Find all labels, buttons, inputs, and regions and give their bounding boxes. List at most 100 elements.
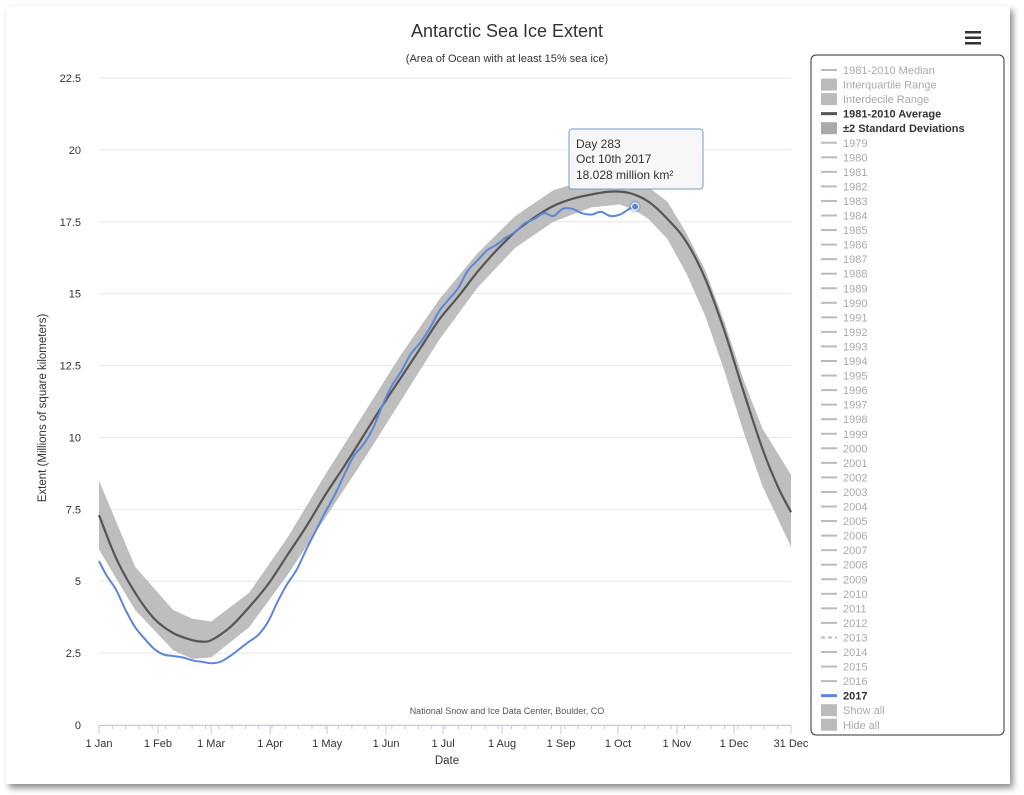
legend-item-label: 2008 xyxy=(843,560,867,572)
legend-item-label: 1979 xyxy=(843,138,867,150)
legend-item[interactable]: 1980 xyxy=(821,152,867,164)
x-tick-label: 1 Aug xyxy=(488,738,516,750)
legend-item[interactable]: 1993 xyxy=(821,341,867,353)
legend-item[interactable]: 1985 xyxy=(821,225,867,237)
x-tick-label: 1 Jan xyxy=(86,738,113,750)
legend-item[interactable]: 2010 xyxy=(821,589,867,601)
legend-item[interactable]: 1981-2010 Median xyxy=(821,65,935,77)
y-tick-label: 2.5 xyxy=(66,648,81,660)
legend-item[interactable]: 1990 xyxy=(821,298,867,310)
legend-item[interactable]: 1995 xyxy=(821,371,867,383)
hamburger-menu-icon[interactable] xyxy=(964,30,982,46)
legend-item[interactable]: 2008 xyxy=(821,560,867,572)
legend-item[interactable]: 2003 xyxy=(821,487,867,499)
legend-swatch-box xyxy=(821,718,837,731)
legend-item[interactable]: 1984 xyxy=(821,211,867,223)
legend-item[interactable]: 1999 xyxy=(821,429,867,441)
legend-item[interactable]: Hide all xyxy=(821,718,880,732)
legend-item[interactable]: 1986 xyxy=(821,240,867,252)
legend-item[interactable]: 2017 xyxy=(821,691,867,703)
legend-item[interactable]: 1988 xyxy=(821,269,867,281)
legend-item[interactable]: 2009 xyxy=(821,574,867,586)
y-tick-label: 20 xyxy=(69,145,81,157)
legend-item[interactable]: 2002 xyxy=(821,472,867,484)
average-line xyxy=(97,190,792,643)
legend-item[interactable]: 2004 xyxy=(821,502,867,514)
legend-item-label: 1991 xyxy=(843,312,867,324)
legend-item[interactable]: 1994 xyxy=(821,356,867,368)
legend-item-label: 1981 xyxy=(843,167,867,179)
legend-item-label: 2009 xyxy=(843,574,867,586)
x-tick-label: 1 Apr xyxy=(257,738,283,750)
legend-item[interactable]: 1991 xyxy=(821,312,867,324)
legend-item[interactable]: 2005 xyxy=(821,516,867,528)
legend-item[interactable]: 1998 xyxy=(821,414,867,426)
tooltip-line-1: Day 283 xyxy=(576,137,621,151)
legend-item[interactable]: ±2 Standard Deviations xyxy=(821,122,965,135)
legend-item-label: 1993 xyxy=(843,341,867,353)
x-tick-label: 1 Jun xyxy=(373,738,400,750)
legend-item[interactable]: 1996 xyxy=(821,385,867,397)
legend-item-label: 2006 xyxy=(843,531,867,543)
legend-item[interactable]: Interquartile Range xyxy=(821,78,937,92)
y-tick-label: 22.5 xyxy=(60,73,81,85)
legend-item-label: 1986 xyxy=(843,240,867,252)
legend-item-label: 1983 xyxy=(843,196,867,208)
legend-item[interactable]: 2012 xyxy=(821,618,867,630)
legend-item[interactable]: 2015 xyxy=(821,662,867,674)
legend-item-label: 1996 xyxy=(843,385,867,397)
legend-item-label: 1992 xyxy=(843,327,867,339)
legend-item-label: ±2 Standard Deviations xyxy=(843,123,965,135)
legend-swatch-box xyxy=(821,93,837,106)
legend-item-label: 2001 xyxy=(843,458,867,470)
legend-item-label: 1981-2010 Average xyxy=(843,109,941,121)
legend-item[interactable]: 1979 xyxy=(821,138,867,150)
x-tick-label: 1 Sep xyxy=(547,738,576,750)
plot-area xyxy=(97,178,792,665)
legend-item[interactable]: 1983 xyxy=(821,196,867,208)
legend-item[interactable]: 2014 xyxy=(821,647,867,659)
legend-item[interactable]: 1981 xyxy=(821,167,867,179)
legend-item[interactable]: 2013 xyxy=(821,632,867,644)
legend-item-label: 1985 xyxy=(843,225,867,237)
legend-item[interactable]: 1989 xyxy=(821,283,867,295)
chart-frame: Antarctic Sea Ice Extent (Area of Ocean … xyxy=(6,6,1010,784)
x-axis-title: Date xyxy=(435,755,459,767)
legend-item-label: 1990 xyxy=(843,298,867,310)
legend-item-label: 1984 xyxy=(843,211,867,223)
legend-item[interactable]: 2001 xyxy=(821,458,867,470)
legend-item[interactable]: 2011 xyxy=(821,603,867,615)
legend-item[interactable]: Interdecile Range xyxy=(821,93,929,106)
legend-item[interactable]: 2016 xyxy=(821,676,867,688)
tooltip-box xyxy=(568,128,704,190)
legend-item[interactable]: 1982 xyxy=(821,181,867,193)
legend-item-label: Hide all xyxy=(843,720,880,732)
legend-item[interactable]: 1981-2010 Average xyxy=(821,109,941,121)
legend-item-label: 1998 xyxy=(843,414,867,426)
y-tick-label: 7.5 xyxy=(66,504,81,516)
x-tick-label: 1 Dec xyxy=(720,738,749,750)
credit-text: National Snow and Ice Data Center, Bould… xyxy=(410,706,605,716)
hover-point[interactable] xyxy=(631,202,640,211)
chart-title: Antarctic Sea Ice Extent xyxy=(411,21,603,41)
legend-item[interactable]: 2006 xyxy=(821,531,867,543)
legend-item-label: 1989 xyxy=(843,283,867,295)
legend-item-label: 1982 xyxy=(843,181,867,193)
chart-svg: Antarctic Sea Ice Extent (Area of Ocean … xyxy=(37,21,1005,767)
legend-items: 1981-2010 Median Interquartile Range Inter… xyxy=(821,65,965,732)
legend-item[interactable]: 2007 xyxy=(821,545,867,557)
data-tooltip: Day 283 Oct 10th 2017 18.028 million km² xyxy=(568,128,704,190)
legend-item-label: 1997 xyxy=(843,400,867,412)
menu-bar-top xyxy=(965,31,981,34)
y-tick-label: 10 xyxy=(69,432,81,444)
legend-item[interactable]: Show all xyxy=(821,704,885,717)
legend-item[interactable]: 1997 xyxy=(821,400,867,412)
legend-item-label: 1994 xyxy=(843,356,867,368)
x-axis: 1 Jan 1 Feb 1 Mar 1 Apr 1 May 1 Jun 1 Jul 1 Aug… xyxy=(86,725,809,750)
legend-item[interactable]: 1987 xyxy=(821,254,867,266)
legend-item-label: 2007 xyxy=(843,545,867,557)
x-tick-label: 1 Nov xyxy=(663,738,692,750)
legend-item[interactable]: 2000 xyxy=(821,443,867,455)
legend-swatch-box xyxy=(821,122,837,135)
legend-item[interactable]: 1992 xyxy=(821,327,867,339)
